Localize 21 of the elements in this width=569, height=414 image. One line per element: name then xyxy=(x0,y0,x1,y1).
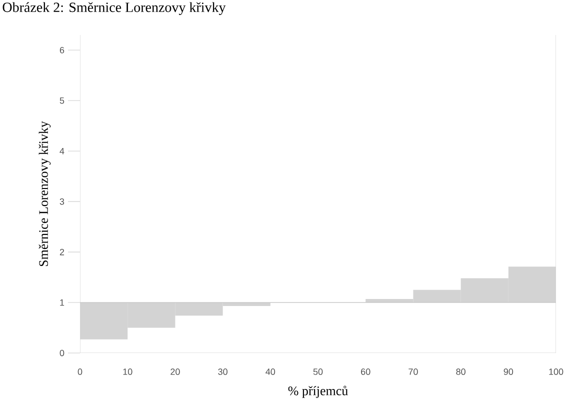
y-tick-label: 3 xyxy=(60,198,64,205)
x-tick-label: 10 xyxy=(123,368,132,375)
x-tick-label: 90 xyxy=(504,368,514,375)
x-tick-label: 80 xyxy=(456,368,466,375)
x-tick-label: 40 xyxy=(266,368,276,375)
x-tick-label: 30 xyxy=(218,368,228,375)
x-tick-label: 70 xyxy=(408,368,418,375)
x-tick-label: 60 xyxy=(361,368,370,375)
x-tick-label: 50 xyxy=(313,368,323,375)
chart-title: Obrázek 2: Směrnice Lorenzovy křivky xyxy=(2,2,226,15)
y-tick-label: 2 xyxy=(60,248,64,256)
y-axis-title: Směrnice Lorenzovy křivky xyxy=(38,121,51,266)
y-tick-label: 4 xyxy=(60,148,64,154)
x-tick-label: 20 xyxy=(170,368,180,375)
y-tick-label: 5 xyxy=(60,97,64,104)
x-axis-title: % příjemců xyxy=(288,386,348,398)
x-tick-label: 0 xyxy=(78,368,82,375)
y-tick-label: 0 xyxy=(60,350,64,356)
y-tick-label: 6 xyxy=(60,46,64,54)
y-tick-label: 1 xyxy=(60,299,64,306)
x-tick-label: 100 xyxy=(549,368,564,375)
